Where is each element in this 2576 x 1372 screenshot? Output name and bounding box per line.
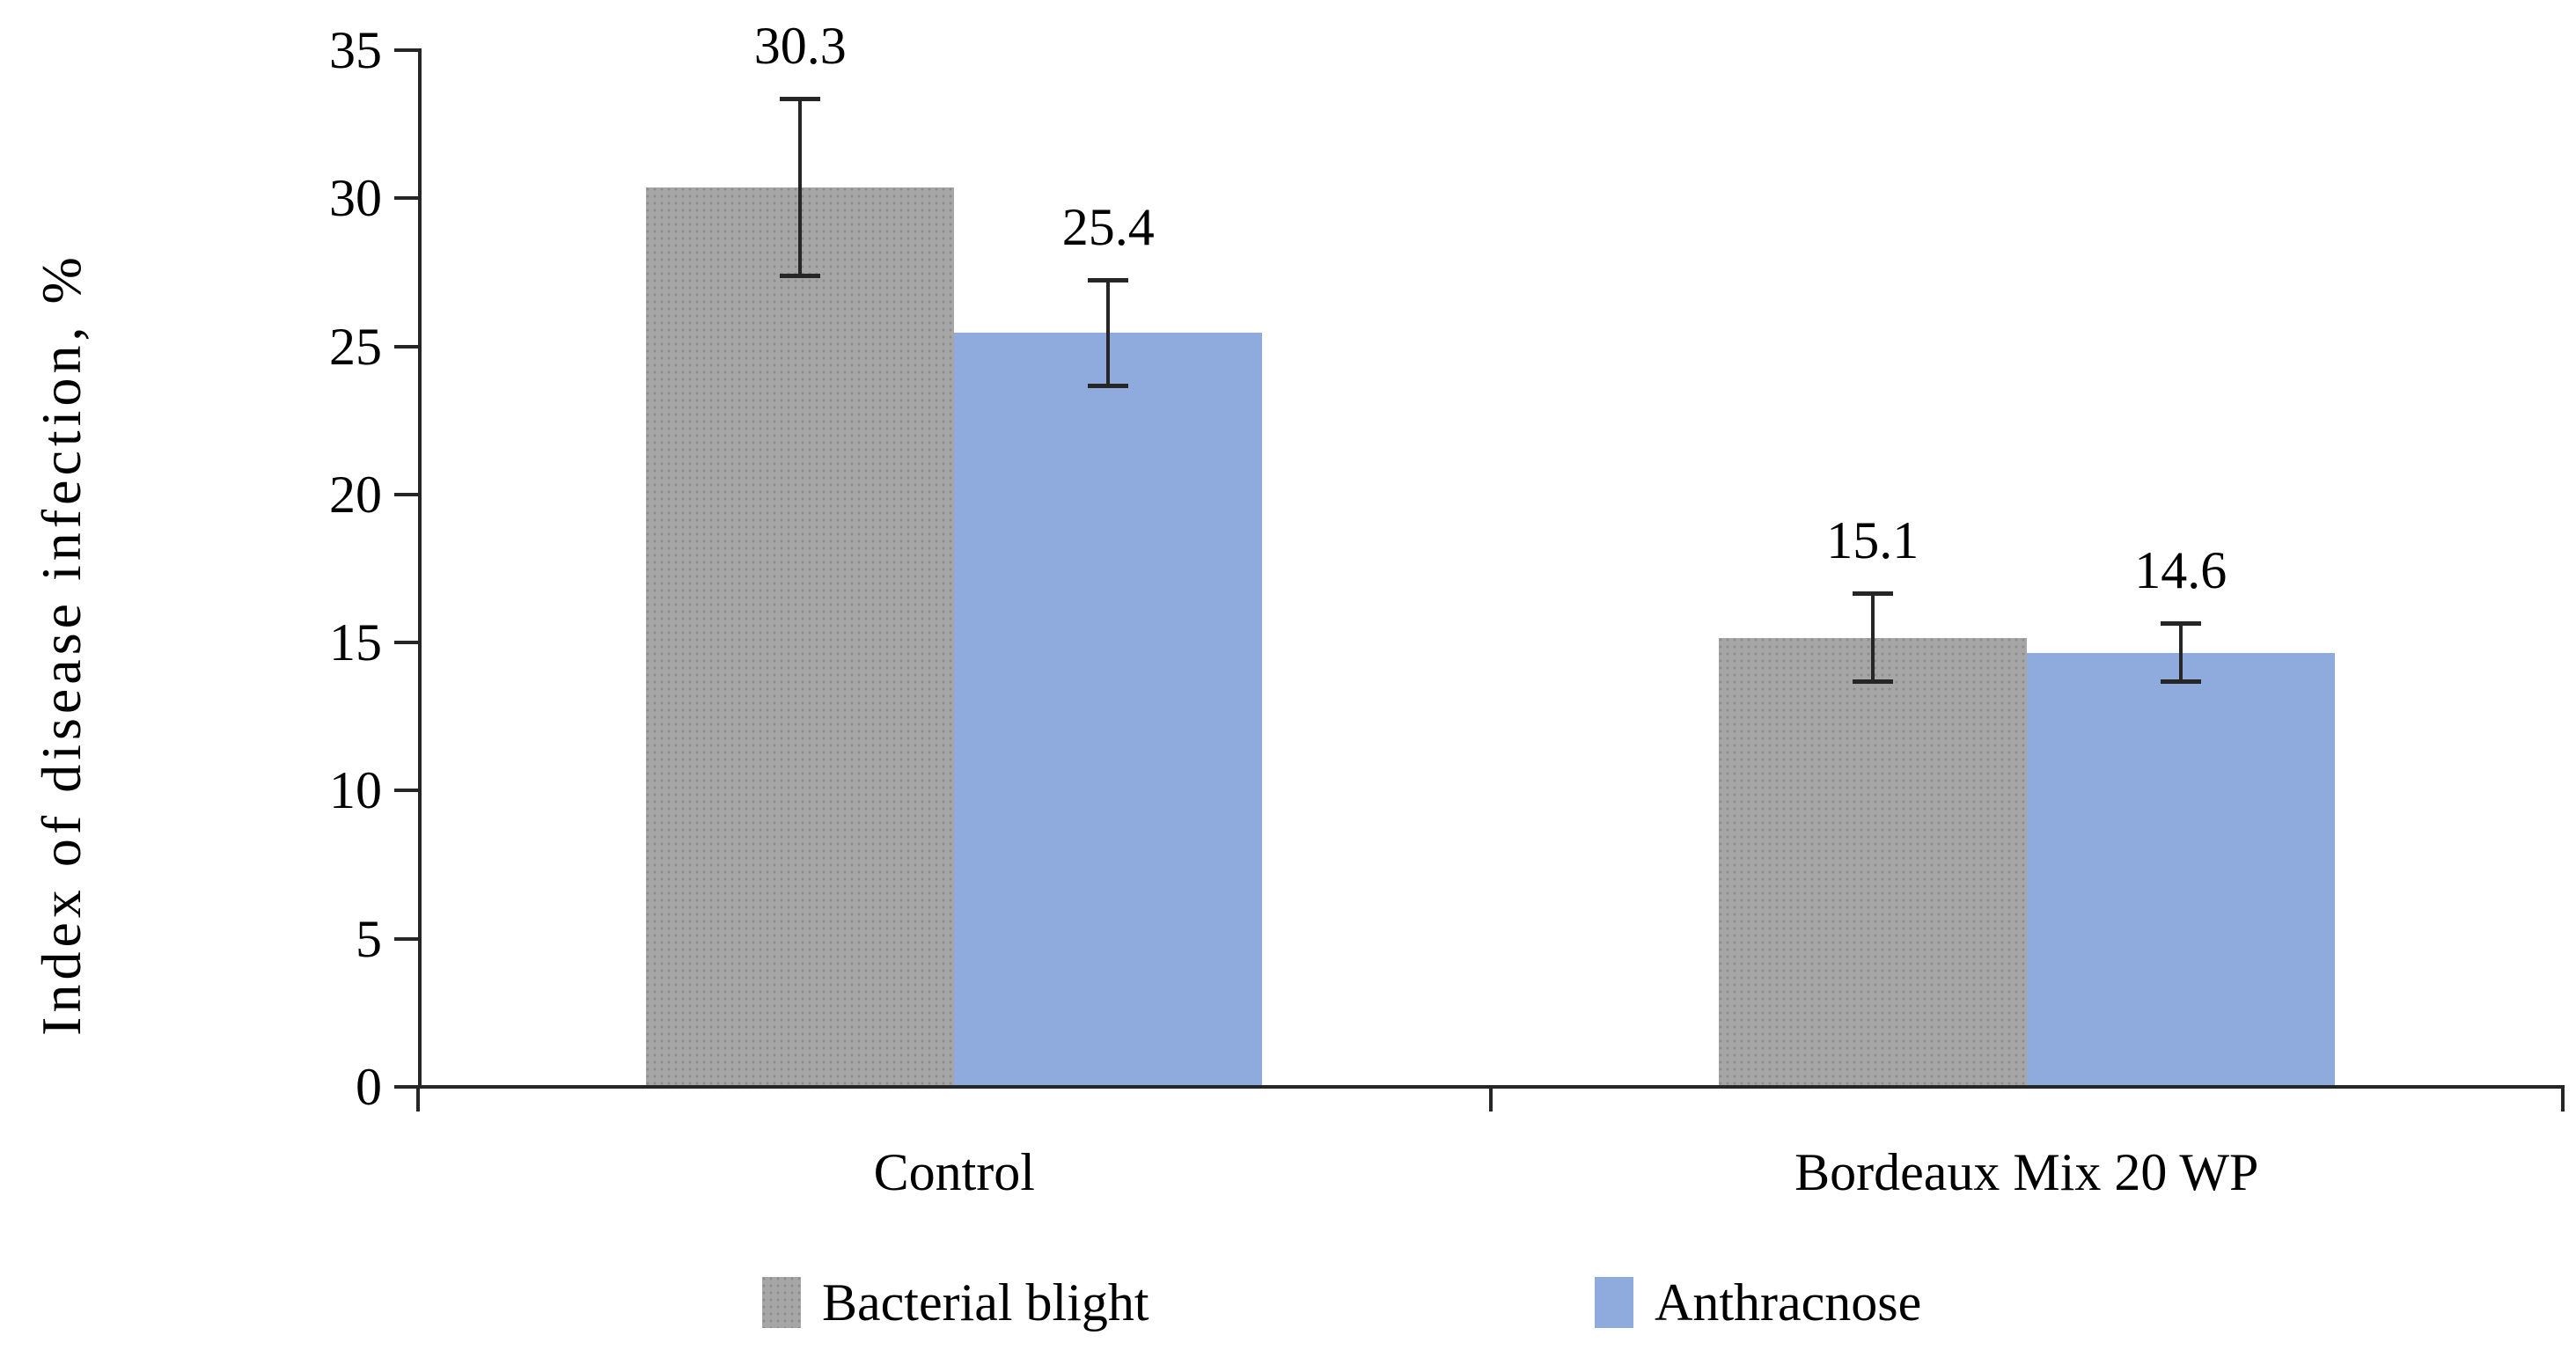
data-label: 15.1 [1826, 511, 1919, 570]
category-axis-tick [1488, 1085, 1493, 1112]
y-tick-mark [394, 641, 418, 645]
y-tick-label: 10 [329, 761, 382, 820]
y-tick-label: 35 [329, 21, 382, 79]
error-bar-line [1870, 593, 1875, 683]
y-tick-mark [394, 492, 418, 496]
legend-label-anthracnose: Anthracnose [1655, 1273, 1922, 1332]
y-tick-label: 30 [329, 169, 382, 228]
y-tick-label: 25 [329, 317, 382, 376]
y-tick-mark [394, 1085, 418, 1089]
bar-bacterial-blight [1718, 637, 2027, 1085]
legend-item-bacterial-blight: Bacterial blight [762, 1274, 1149, 1331]
error-bar-line [1106, 279, 1111, 386]
y-tick-label: 15 [329, 613, 382, 672]
y-tick-label: 5 [356, 909, 382, 968]
y-tick-mark [394, 344, 418, 349]
legend-label-bacterial-blight: Bacterial blight [822, 1273, 1149, 1332]
category-axis-tick [416, 1085, 420, 1112]
bar-anthracnose [2026, 652, 2335, 1085]
error-bar-cap-top [1852, 591, 1893, 597]
y-tick-label: 0 [356, 1058, 382, 1116]
error-bar-line [2178, 622, 2183, 683]
data-label: 14.6 [2134, 540, 2227, 599]
data-label: 25.4 [1061, 197, 1155, 256]
error-bar-line [798, 99, 803, 277]
legend-swatch-bacterial-blight [762, 1277, 801, 1328]
error-bar-cap-bottom [780, 274, 821, 279]
error-bar-cap-top [2160, 620, 2201, 626]
error-bar-cap-top [1088, 277, 1129, 282]
error-bar-cap-top [780, 97, 821, 102]
category-axis-tick [2561, 1085, 2565, 1112]
bar-anthracnose [954, 333, 1263, 1085]
y-tick-mark [394, 789, 418, 793]
error-bar-cap-bottom [1088, 383, 1129, 388]
error-bar-cap-bottom [2160, 679, 2201, 685]
error-bar-cap-bottom [1852, 679, 1893, 685]
legend-swatch-anthracnose [1595, 1277, 1633, 1328]
y-tick-mark [394, 48, 418, 52]
bar-bacterial-blight [646, 187, 955, 1085]
category-label: Control [873, 1143, 1035, 1201]
legend-item-anthracnose: Anthracnose [1595, 1274, 1921, 1331]
category-label: Bordeaux Mix 20 WP [1794, 1143, 2259, 1201]
y-tick-mark [394, 936, 418, 941]
x-axis-line [394, 1085, 2563, 1089]
y-tick-label: 20 [329, 465, 382, 524]
y-axis-line [418, 48, 422, 1089]
y-tick-mark [394, 196, 418, 201]
data-label: 30.3 [753, 17, 847, 76]
